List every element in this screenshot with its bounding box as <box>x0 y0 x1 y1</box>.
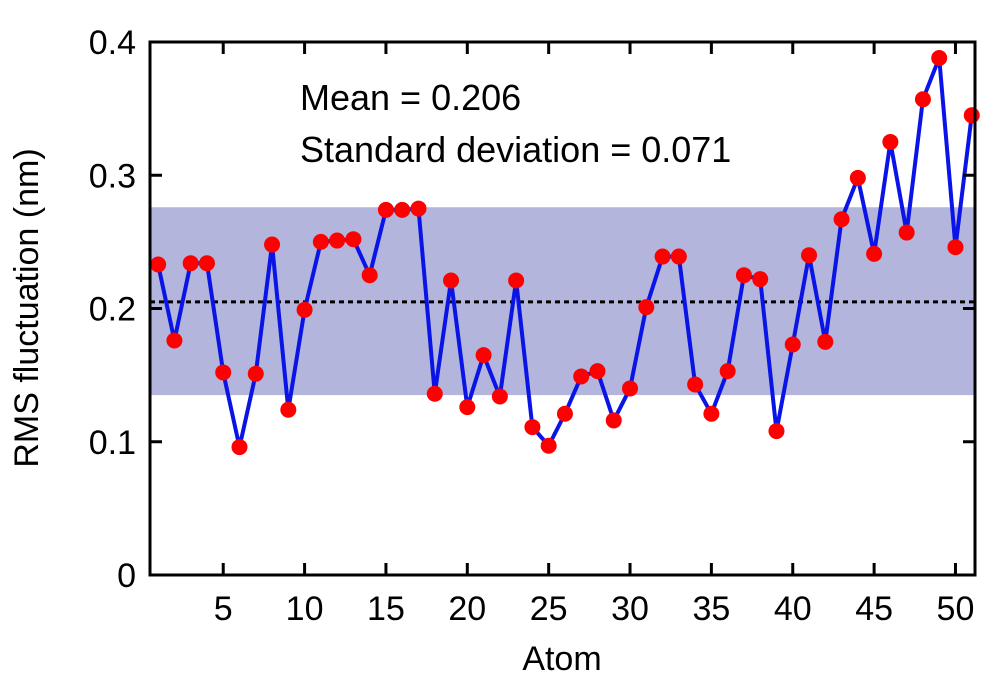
data-point <box>296 301 313 318</box>
data-point <box>898 224 915 241</box>
data-point <box>963 107 980 124</box>
x-tick-label: 35 <box>692 590 730 628</box>
data-point <box>556 405 573 422</box>
data-point <box>589 363 606 380</box>
x-tick-label: 25 <box>530 590 568 628</box>
data-point <box>866 245 883 262</box>
std-deviation-band <box>150 207 975 396</box>
x-tick-label: 15 <box>367 590 405 628</box>
data-point <box>801 247 818 264</box>
data-point <box>573 368 590 385</box>
data-point <box>231 439 248 456</box>
y-tick-label: 0.4 <box>89 24 136 62</box>
data-point <box>687 376 704 393</box>
data-point <box>491 388 508 405</box>
y-axis-label: RMS fluctuation (nm) <box>8 148 46 467</box>
data-point <box>849 169 866 186</box>
x-axis-label: Atom <box>522 640 601 678</box>
x-tick-label: 50 <box>937 590 975 628</box>
data-point <box>719 363 736 380</box>
data-point <box>947 239 964 256</box>
data-point <box>377 201 394 218</box>
data-point <box>166 332 183 349</box>
data-point <box>150 256 167 273</box>
data-point <box>833 211 850 228</box>
data-point <box>443 272 460 289</box>
y-tick-label: 0.3 <box>89 157 136 195</box>
data-point <box>703 405 720 422</box>
y-tick-label: 0 <box>117 557 136 595</box>
data-point <box>345 231 362 248</box>
data-point <box>312 233 329 250</box>
data-point <box>931 49 948 66</box>
x-tick-label: 30 <box>611 590 649 628</box>
data-point <box>410 200 427 217</box>
data-point <box>215 364 232 381</box>
x-tick-label: 5 <box>214 590 233 628</box>
data-point <box>329 232 346 249</box>
data-point <box>882 133 899 150</box>
data-point <box>280 401 297 418</box>
data-point <box>605 412 622 429</box>
std-annotation: Standard deviation = 0.071 <box>300 129 731 170</box>
data-point <box>361 267 378 284</box>
data-point <box>459 399 476 416</box>
y-tick-label: 0.2 <box>89 291 136 329</box>
band-layer <box>150 207 975 396</box>
data-point <box>426 385 443 402</box>
data-point <box>670 248 687 265</box>
data-point <box>752 271 769 288</box>
data-point <box>182 255 199 272</box>
x-tick-label: 10 <box>286 590 324 628</box>
data-point <box>735 267 752 284</box>
x-tick-label: 20 <box>448 590 486 628</box>
data-point <box>475 347 492 364</box>
x-tick-label: 45 <box>855 590 893 628</box>
data-point <box>622 380 639 397</box>
data-point <box>508 272 525 289</box>
data-point <box>198 255 215 272</box>
data-point <box>654 248 671 265</box>
data-point <box>914 91 931 108</box>
data-point <box>247 365 264 382</box>
x-tick-label: 40 <box>774 590 812 628</box>
data-point <box>638 299 655 316</box>
y-tick-label: 0.1 <box>89 424 136 462</box>
tick-layer: 0 0.1 0.2 0.3 0.4 5 10 15 20 25 30 35 40 45 50 <box>89 24 975 628</box>
data-point <box>394 201 411 218</box>
data-point <box>524 419 541 436</box>
data-point <box>540 437 557 454</box>
mean-annotation: Mean = 0.206 <box>300 77 521 118</box>
data-point <box>784 336 801 353</box>
data-point <box>817 333 834 350</box>
series-layer <box>150 49 980 456</box>
data-point <box>264 236 281 253</box>
data-point <box>768 423 785 440</box>
